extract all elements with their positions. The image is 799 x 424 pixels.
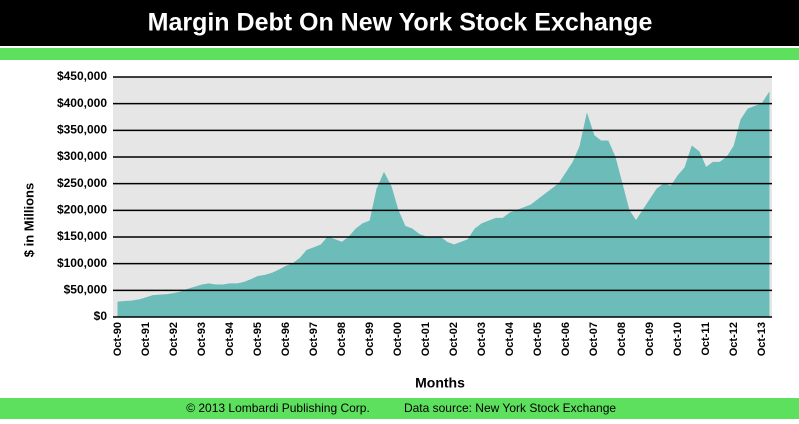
x-tick-label: Oct-04	[504, 321, 516, 356]
footer-copyright: © 2013 Lombardi Publishing Corp.	[186, 401, 370, 415]
x-tick-label: Oct-99	[364, 322, 376, 356]
y-tick-label: $400,000	[57, 96, 107, 110]
x-tick-label: Oct-03	[476, 322, 488, 356]
y-tick-label: $350,000	[57, 123, 107, 137]
x-tick-label: Oct-08	[616, 322, 628, 356]
y-tick-label: $250,000	[57, 176, 107, 190]
x-tick-label: Oct-11	[700, 322, 712, 356]
x-tick-label: Oct-94	[224, 321, 236, 356]
x-tick-label: Oct-91	[140, 322, 152, 356]
x-tick-label: Oct-98	[336, 322, 348, 356]
x-axis-label: Months	[415, 375, 465, 391]
x-tick-label: Oct-02	[448, 322, 460, 356]
x-tick-label: Oct-00	[392, 322, 404, 356]
y-tick-label: $300,000	[57, 149, 107, 163]
x-tick-label: Oct-07	[588, 322, 600, 356]
x-tick-label: Oct-97	[308, 322, 320, 356]
x-tick-label: Oct-05	[532, 322, 544, 356]
x-tick-label: Oct-90	[112, 322, 124, 356]
y-tick-label: $450,000	[57, 69, 107, 83]
x-tick-label: Oct-06	[560, 322, 572, 356]
footer-bar	[0, 398, 799, 419]
x-tick-label: Oct-09	[644, 322, 656, 356]
area	[117, 91, 770, 318]
y-tick-label: $150,000	[57, 229, 107, 243]
y-tick-label: $200,000	[57, 203, 107, 217]
x-tick-label: Oct-01	[420, 322, 432, 356]
x-tick-label: Oct-93	[196, 322, 208, 356]
chart-title: Margin Debt On New York Stock Exchange	[148, 9, 653, 37]
accent-bar	[0, 48, 799, 60]
y-axis-label: $ in Millions	[21, 183, 36, 257]
y-tick-label: $0	[94, 309, 108, 323]
title-bar	[0, 0, 799, 46]
footer-source: Data source: New York Stock Exchange	[404, 401, 616, 415]
y-tick-label: $100,000	[57, 256, 107, 270]
x-tick-label: Oct-10	[672, 322, 684, 356]
x-tick-label: Oct-12	[728, 322, 740, 356]
x-tick-label: Oct-95	[252, 322, 264, 356]
y-tick-label: $50,000	[64, 283, 108, 297]
x-tick-label: Oct-96	[280, 322, 292, 356]
x-tick-label: Oct-92	[168, 322, 180, 356]
x-tick-label: Oct-13	[756, 322, 768, 356]
